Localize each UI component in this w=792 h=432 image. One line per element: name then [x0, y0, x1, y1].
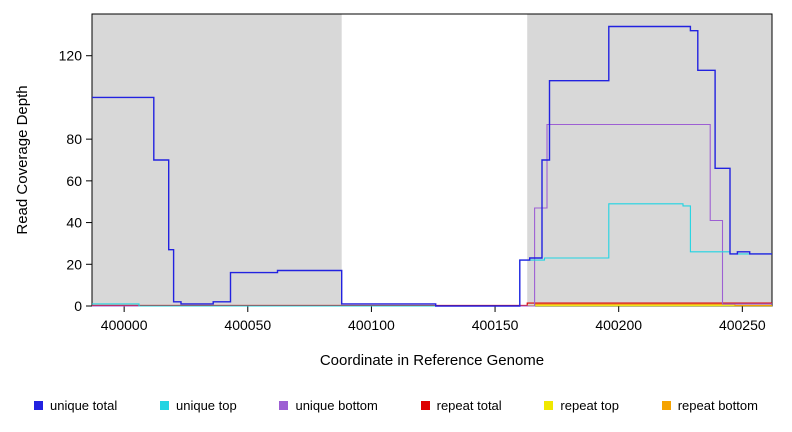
legend-label: unique total [50, 398, 118, 413]
legend-item-repeat-bottom: repeat bottom [661, 398, 758, 413]
legend-item-unique-top: unique top [159, 398, 237, 413]
legend-label: unique top [175, 398, 237, 413]
y-tick-label: 40 [66, 215, 82, 231]
x-tick-label: 400150 [472, 317, 519, 333]
legend-item-repeat-total: repeat total [420, 398, 502, 413]
legend-label: unique bottom [295, 398, 378, 413]
x-tick-label: 400000 [101, 317, 148, 333]
legend-swatch-icon [34, 401, 43, 410]
series-line-repeat-total [92, 302, 772, 306]
shaded-region [92, 14, 342, 306]
y-tick-label: 60 [66, 173, 82, 189]
series-line-unique-total [92, 25, 772, 307]
legend-swatch-icon [661, 401, 671, 410]
x-tick-label: 400250 [719, 317, 766, 333]
x-tick-label: 400200 [595, 317, 642, 333]
legend-swatch-icon [279, 401, 289, 410]
legend-swatch-icon [159, 401, 169, 410]
legend-label: repeat top [560, 398, 619, 413]
legend: unique total unique top unique bottom repea… [0, 398, 792, 413]
legend-item-repeat-top: repeat top [544, 398, 619, 413]
legend-swatch-icon [420, 401, 430, 410]
y-tick-label: 120 [59, 48, 83, 64]
series-line-unique-top [92, 203, 772, 307]
x-axis-title: Coordinate in Reference Genome [319, 352, 545, 369]
legend-label: repeat bottom [677, 398, 758, 413]
legend-item-unique-bottom: unique bottom [279, 398, 378, 413]
coverage-plot-area: 0 20 40 60 80 120 400000 400050 400100 400150 4002… [59, 13, 773, 333]
y-tick-label: 0 [74, 298, 82, 314]
shaded-region [527, 14, 772, 306]
legend-item-unique-total: unique total [34, 398, 117, 413]
y-tick-label: 80 [66, 131, 82, 147]
y-tick-label: 20 [66, 256, 82, 272]
legend-swatch-icon [544, 401, 554, 410]
x-tick-label: 400100 [348, 317, 395, 333]
x-tick-label: 400050 [224, 317, 271, 333]
y-axis-label: Read Coverage Depth [14, 85, 31, 235]
legend-label: repeat total [436, 398, 502, 413]
coverage-plot-svg: 0 20 40 60 80 120 400000 400050 400100 400150 4002… [59, 13, 773, 333]
series-line-unique-bottom [92, 123, 772, 307]
